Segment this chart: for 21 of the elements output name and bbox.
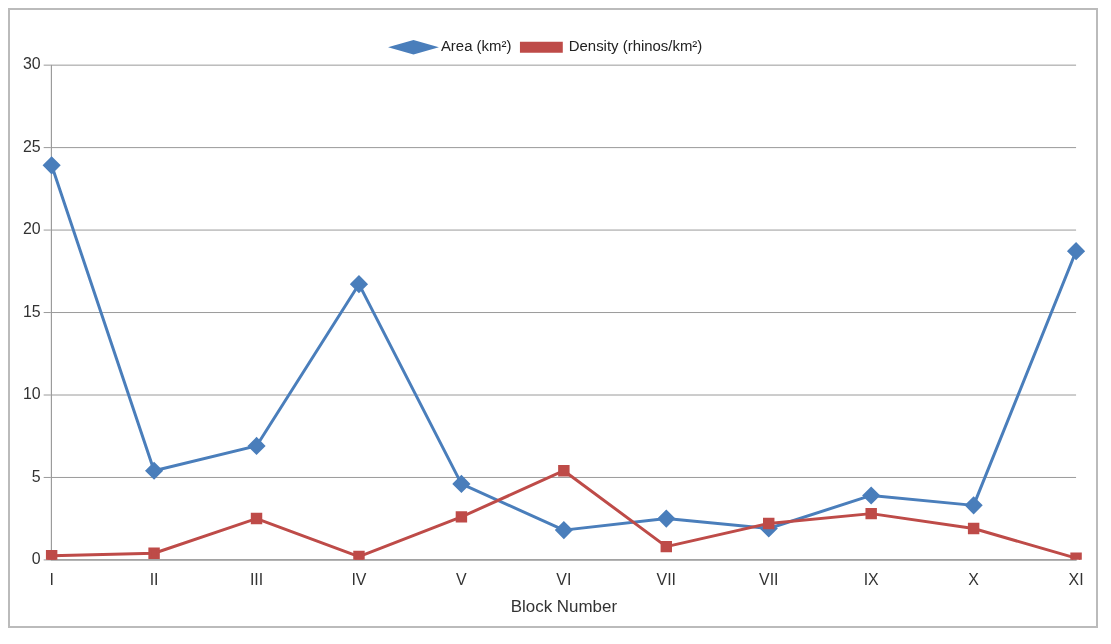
y-tick-label: 20 <box>22 220 41 238</box>
x-tick-label: IV <box>351 570 367 588</box>
y-tick-label: 10 <box>22 385 41 403</box>
legend-label: Area (km²) <box>440 37 512 55</box>
y-tick-label: 15 <box>22 302 41 320</box>
x-tick-label: XI <box>1068 570 1084 588</box>
y-tick-label: 25 <box>22 137 41 155</box>
y-tick-label: 5 <box>31 467 41 485</box>
x-tick-label: III <box>249 570 264 588</box>
x-tick-label: IX <box>863 570 880 588</box>
x-tick-label: VII <box>656 570 677 588</box>
y-tick-label: 30 <box>22 55 41 73</box>
legend-label: Density (rhinos/km²) <box>568 37 703 55</box>
x-axis-title: Block Number <box>510 596 618 616</box>
x-tick-label: V <box>456 570 468 588</box>
x-tick-label: I <box>49 570 54 588</box>
x-tick-label: VI <box>556 570 572 588</box>
x-tick-label: II <box>149 570 159 588</box>
y-tick-label: 0 <box>31 550 41 568</box>
x-tick-label: X <box>968 570 980 588</box>
x-tick-label: VII <box>759 570 779 588</box>
